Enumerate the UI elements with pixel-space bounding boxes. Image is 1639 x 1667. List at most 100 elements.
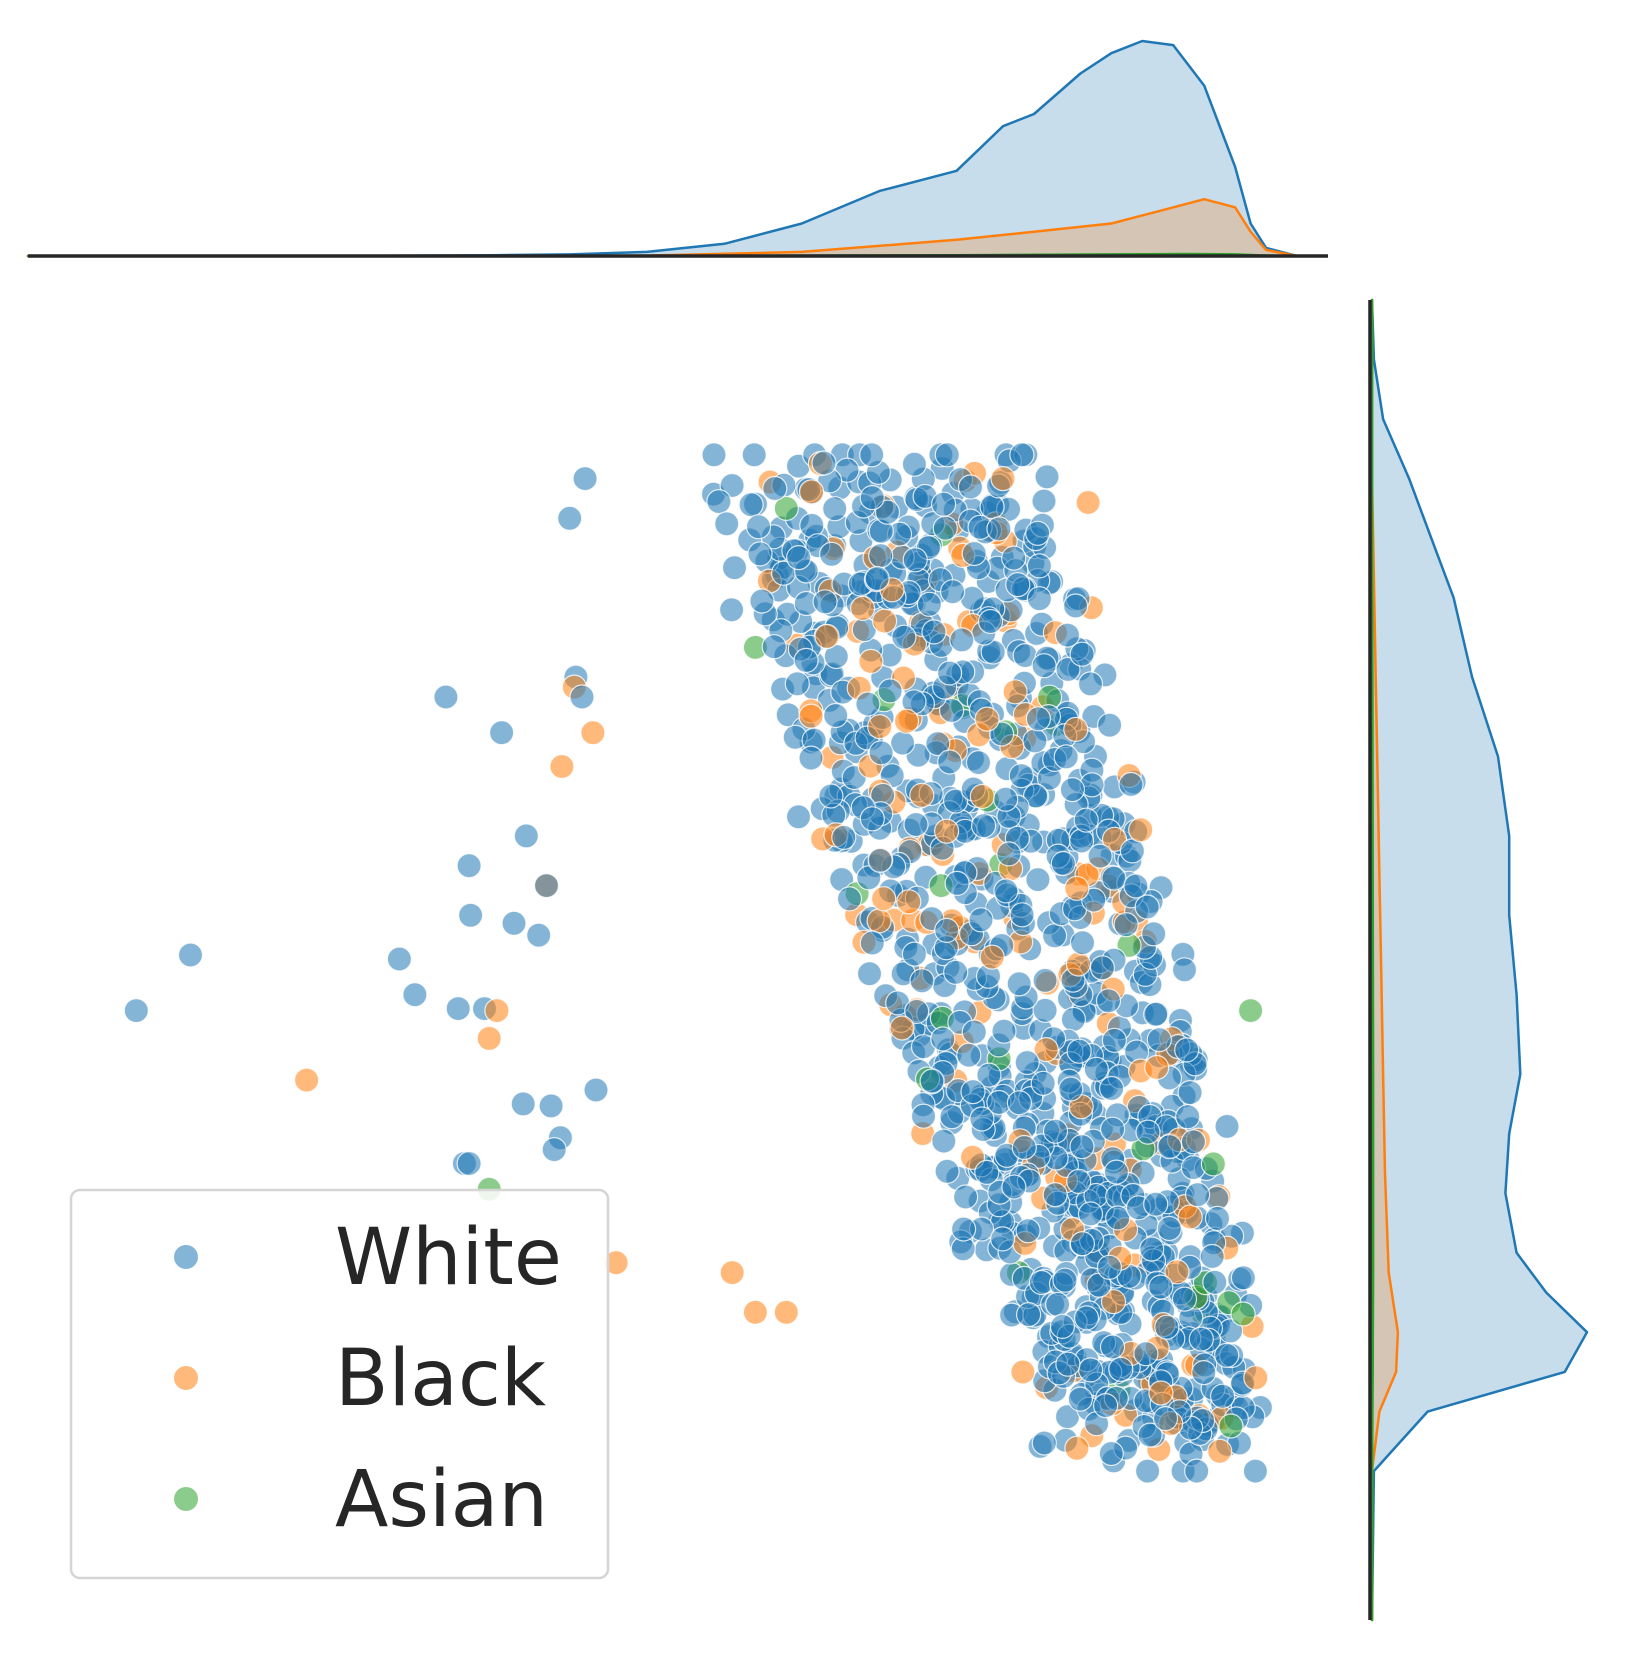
- scatter-point-white: [1054, 622, 1081, 648]
- scatter-point-white: [1156, 1134, 1183, 1160]
- scatter-point-white: [1209, 1383, 1236, 1409]
- scatter-point-black: [990, 466, 1016, 492]
- scatter-point-white: [812, 589, 838, 615]
- scatter-point-white: [538, 1093, 564, 1119]
- scatter-point-white: [1077, 1357, 1104, 1383]
- scatter-point-white: [991, 1018, 1017, 1044]
- scatter-point-white: [445, 995, 471, 1022]
- legend: White Black Asian: [69, 1188, 610, 1580]
- scatter-point-white: [934, 917, 960, 944]
- scatter-point-white: [1199, 1243, 1225, 1270]
- scatter-point-white: [996, 841, 1022, 867]
- scatter-point-black: [1100, 1288, 1127, 1315]
- scatter-point-white: [901, 451, 928, 477]
- scatter-point-white: [402, 982, 428, 1008]
- legend-marker-white: [174, 1245, 198, 1269]
- scatter-point-white: [1188, 1326, 1214, 1352]
- scatter-point-white: [1214, 1113, 1240, 1140]
- scatter-point-white: [749, 588, 775, 614]
- scatter-point-white: [1152, 1405, 1179, 1432]
- scatter-point-black: [1144, 1054, 1170, 1081]
- scatter-point-white: [1174, 1037, 1200, 1063]
- legend-label-white: White: [335, 1213, 562, 1303]
- scatter-point-white: [1014, 1049, 1040, 1076]
- scatter-point-white: [1135, 1119, 1161, 1145]
- scatter-point-white: [903, 811, 929, 838]
- scatter-point-black: [1148, 1380, 1174, 1406]
- scatter-point-white: [1171, 1286, 1198, 1312]
- scatter-point-white: [901, 941, 928, 967]
- scatter-point-white: [1041, 923, 1068, 949]
- scatter-point-white: [822, 496, 848, 522]
- scatter-point-white: [1042, 1181, 1068, 1208]
- scatter-point-white: [541, 1136, 567, 1163]
- scatter-point-white: [891, 624, 917, 650]
- scatter-point-black: [893, 708, 920, 734]
- scatter-point-black: [974, 706, 1000, 732]
- scatter-point-black: [871, 608, 898, 634]
- scatter-point-white: [1073, 807, 1099, 833]
- scatter-point-white: [706, 489, 732, 515]
- scatter-point-white: [1184, 1182, 1211, 1208]
- scatter-point-white: [569, 684, 595, 710]
- scatter-point-white: [939, 579, 966, 605]
- scatter-point-white: [1034, 464, 1060, 490]
- right-marginal-kde: [1370, 298, 1589, 1622]
- scatter-point-white: [1026, 586, 1053, 612]
- scatter-point-white: [786, 544, 812, 571]
- scatter-point-white: [1058, 1076, 1084, 1102]
- scatter-point-white: [1171, 957, 1198, 983]
- scatter-point-white: [123, 997, 149, 1024]
- scatter-point-white: [939, 1104, 965, 1130]
- scatter-point-black: [867, 713, 893, 740]
- scatter-point-white: [944, 870, 970, 897]
- scatter-point-white: [910, 1103, 937, 1129]
- scatter-point-white: [1066, 1038, 1092, 1064]
- scatter-point-white: [902, 547, 928, 573]
- legend-marker-black: [174, 1366, 198, 1390]
- scatter-point-white: [1006, 1090, 1033, 1116]
- scatter-point-white: [943, 959, 969, 985]
- scatter-point-white: [864, 565, 890, 592]
- scatter-point-white: [1096, 712, 1123, 738]
- scatter-point-white: [1025, 520, 1051, 546]
- scatter-point-white: [1060, 1006, 1087, 1033]
- scatter-point-black: [849, 595, 876, 622]
- scatter-point-white: [1050, 850, 1076, 877]
- scatter-point-black: [1063, 716, 1089, 743]
- scatter-point-white: [177, 942, 204, 968]
- scatter-point-white: [1053, 744, 1079, 770]
- scatter-point-white: [960, 1078, 986, 1105]
- scatter-point-black: [969, 783, 995, 810]
- scatter-point-white: [1146, 1026, 1172, 1053]
- scatter-point-white: [977, 608, 1004, 635]
- scatter-point-black: [1065, 951, 1092, 977]
- scatter-point-white: [811, 450, 837, 476]
- scatter-point-white: [1180, 1129, 1207, 1155]
- scatter-point-asian: [1200, 1151, 1227, 1177]
- scatter-point-white: [956, 1042, 982, 1068]
- scatter-point-white: [1098, 1440, 1124, 1467]
- scatter-point-black: [476, 1025, 502, 1052]
- scatter-point-white: [1137, 1422, 1163, 1448]
- scatter-point-white: [1049, 1313, 1076, 1340]
- scatter-point-white: [1101, 1027, 1128, 1053]
- scatter-point-asian: [1237, 997, 1264, 1024]
- scatter-plot: [123, 442, 1274, 1484]
- scatter-point-white: [1008, 762, 1034, 789]
- scatter-point-white: [557, 505, 583, 531]
- scatter-point-white: [970, 813, 997, 839]
- scatter-point-black: [484, 997, 510, 1024]
- scatter-point-white: [1069, 641, 1095, 667]
- scatter-point-white: [1055, 1351, 1081, 1377]
- scatter-point-white: [957, 474, 984, 500]
- scatter-point-white: [1143, 1001, 1169, 1027]
- scatter-point-white: [930, 1026, 956, 1052]
- scatter-point-black: [1002, 679, 1028, 705]
- legend-frame: [69, 1188, 610, 1580]
- scatter-point-white: [1099, 1334, 1126, 1360]
- scatter-point-white: [1134, 894, 1160, 920]
- scatter-point-white: [1052, 1267, 1078, 1293]
- scatter-point-white: [868, 740, 894, 766]
- scatter-point-white: [1031, 488, 1057, 514]
